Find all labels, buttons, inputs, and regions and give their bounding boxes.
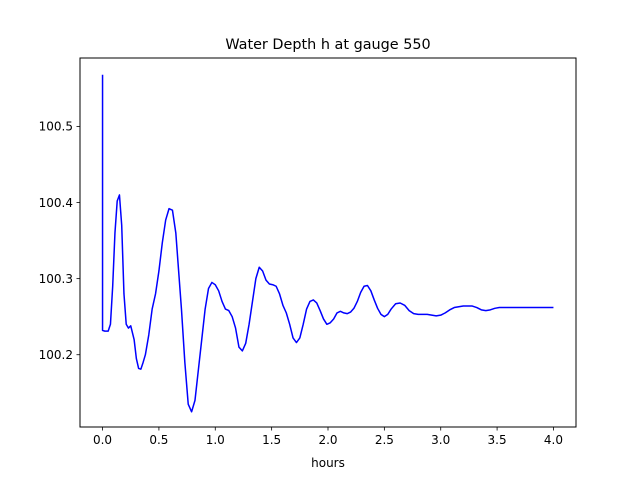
x-tick-label: 4.0 — [544, 433, 563, 447]
x-tick-label: 2.5 — [375, 433, 394, 447]
x-tick-label: 0.5 — [149, 433, 168, 447]
x-tick-label: 3.5 — [488, 433, 507, 447]
y-tick-label: 100.5 — [39, 120, 73, 134]
chart-title: Water Depth h at gauge 550 — [225, 37, 430, 53]
series-layer — [101, 74, 554, 413]
y-tick-label: 100.2 — [39, 348, 73, 362]
x-tick-label: 1.5 — [262, 433, 281, 447]
x-tick-label: 0.0 — [93, 433, 112, 447]
x-tick-label: 3.0 — [431, 433, 450, 447]
x-axis: 0.0 0.5 1.0 1.5 2.0 2.5 3.0 3.5 4.0 — [93, 427, 563, 447]
x-tick-label: 1.0 — [206, 433, 225, 447]
series-line-0 — [101, 74, 554, 413]
x-tick-label: 2.0 — [318, 433, 337, 447]
y-axis: 100.2 100.3 100.4 100.5 — [39, 120, 80, 362]
x-axis-label: hours — [311, 456, 345, 470]
y-tick-label: 100.4 — [39, 196, 73, 210]
y-tick-label: 100.3 — [39, 272, 73, 286]
